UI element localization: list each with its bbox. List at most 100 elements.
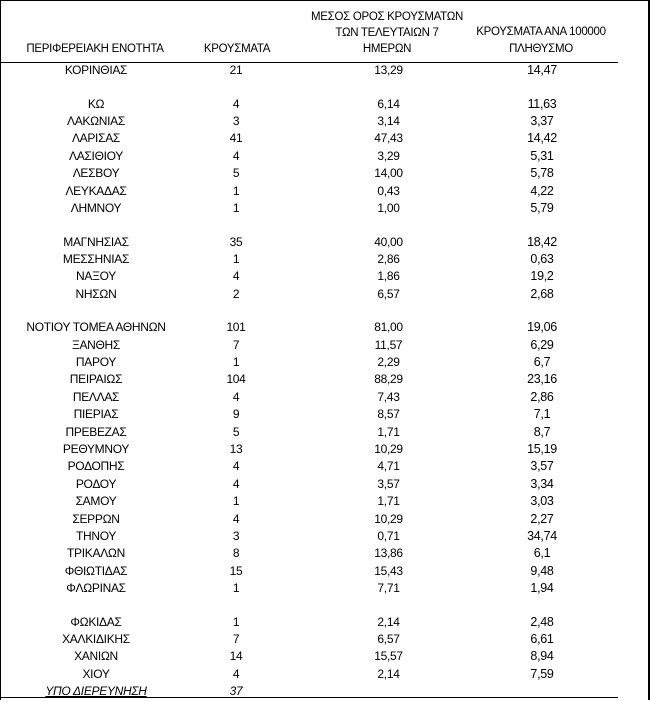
table-row: ΝΟΤΙΟΥ ΤΟΜΕΑ ΑΘΗΝΩΝ 101 81,00 19,06 <box>1 319 618 336</box>
table-row: ΛΕΥΚΑΔΑΣ 1 0,43 4,22 <box>1 183 618 200</box>
per100k-cell: 14,47 <box>527 63 557 77</box>
per100k-cell: 3,37 <box>530 113 554 128</box>
region-cell: ΝΟΤΙΟΥ ΤΟΜΕΑ ΑΘΗΝΩΝ <box>26 320 166 335</box>
cases-cell: 41 <box>229 131 243 146</box>
spacer <box>281 458 306 475</box>
per100k-cell: 6,7 <box>533 355 551 370</box>
cases-cell: 4 <box>232 389 240 404</box>
per100k-cell: 15,19 <box>527 441 557 456</box>
cases-cell: 1 <box>232 183 240 198</box>
cases-cell: 5 <box>232 424 240 439</box>
cases-cell: 9 <box>232 407 240 422</box>
per100k-cell: 2,27 <box>530 511 554 526</box>
avg-7day-cell: 2,29 <box>377 355 400 370</box>
region-cell: ΠΡΕΒΕΖΑΣ <box>65 424 127 439</box>
region-cell: ΛΕΣΒΟΥ <box>72 166 120 181</box>
avg-7day-cell: 6,57 <box>377 632 400 647</box>
table-row: ΡΕΘΥΜΝΟΥ 13 10,29 15,19 <box>1 441 618 458</box>
spacer <box>281 148 306 165</box>
per100k-cell: 14,42 <box>527 131 557 146</box>
region-cell: ΧΙΟΥ <box>82 666 110 681</box>
per100k-cell: 7,1 <box>533 407 551 422</box>
region-cell: ΠΕΙΡΑΙΩΣ <box>69 372 123 387</box>
region-cell: ΛΑΚΩΝΙΑΣ <box>66 113 126 128</box>
table-header: ΠΕΡΙΦΕΡΕΙΑΚΗ ΕΝΟΤΗΤΑ ΚΡΟΥΣΜΑΤΑ ΜΕΣΟΣ ΟΡΟ… <box>1 0 618 63</box>
spacer <box>281 130 306 147</box>
spacer <box>281 614 306 631</box>
table-row: ΛΗΜΝΟΥ 1 1,00 5,79 <box>1 200 618 217</box>
per100k-cell: 0,63 <box>530 251 554 266</box>
table-row: ΧΑΛΚΙΔΙΚΗΣ 7 6,57 6,61 <box>1 631 618 648</box>
table-row: ΦΩΚΙΔΑΣ 1 2,14 2,48 <box>1 614 618 631</box>
avg-7day-cell: 11,57 <box>374 337 403 352</box>
avg-7day-cell: 7,71 <box>377 581 400 596</box>
cases-cell: 15 <box>229 563 243 578</box>
blank-row <box>1 79 618 95</box>
spacer <box>281 268 306 285</box>
region-cell: ΝΗΣΩΝ <box>75 286 117 301</box>
avg-7day-cell: 0,43 <box>377 183 400 198</box>
region-cell: ΡΕΘΥΜΝΟΥ <box>62 441 130 456</box>
table-row: ΧΑΝΙΩΝ 14 15,57 8,94 <box>1 648 618 665</box>
table-row: ΝΗΣΩΝ 2 6,57 2,68 <box>1 286 618 303</box>
avg-7day-cell: 1,00 <box>377 200 400 215</box>
table-row: ΠΙΕΡΙΑΣ 9 8,57 7,1 <box>1 406 618 423</box>
spacer <box>281 666 306 683</box>
spacer <box>281 200 306 217</box>
avg-7day-cell: 1,86 <box>377 269 400 284</box>
avg-7day-cell <box>306 683 471 700</box>
per100k-cell: 1,94 <box>530 581 554 596</box>
spacer <box>281 113 306 130</box>
avg-7day-cell: 10,29 <box>374 511 403 526</box>
table-row: ΠΕΙΡΑΙΩΣ 104 88,29 23,16 <box>1 371 618 388</box>
avg-7day-cell: 3,14 <box>377 113 400 128</box>
avg-7day-cell: 15,57 <box>374 649 403 664</box>
cases-cell: 4 <box>232 666 240 681</box>
avg-7day-cell: 10,29 <box>374 441 403 456</box>
per100k-cell: 8,7 <box>533 424 551 439</box>
cases-cell: 1 <box>232 200 240 215</box>
spacer <box>281 389 306 406</box>
region-cell: ΥΠΟ ΔΙΕΡΕΥΝΗΣΗ <box>45 684 147 699</box>
avg-7day-cell: 13,86 <box>374 546 403 561</box>
spacer <box>281 286 306 303</box>
spacer <box>281 476 306 493</box>
per100k-cell: 34,74 <box>527 528 557 543</box>
spacer <box>281 234 306 251</box>
avg-7day-cell: 14,00 <box>374 166 403 181</box>
table-row: ΡΟΔΟΥ 4 3,57 3,34 <box>1 476 618 493</box>
spacer <box>281 563 306 580</box>
avg-7day-cell: 2,14 <box>377 614 400 629</box>
cases-cell: 1 <box>232 355 240 370</box>
table-row: ΠΕΛΛΑΣ 4 7,43 2,86 <box>1 389 618 406</box>
region-cell: ΣΕΡΡΩΝ <box>72 511 120 526</box>
cases-cell: 1 <box>232 251 240 266</box>
avg-7day-cell: 13,29 <box>374 63 403 77</box>
avg-7day-cell: 1,71 <box>377 494 400 509</box>
per100k-cell: 2,68 <box>530 286 554 301</box>
table-row: ΠΑΡΟΥ 1 2,29 6,7 <box>1 354 618 371</box>
spacer <box>281 319 306 336</box>
per100k-cell: 18,42 <box>527 234 557 249</box>
spacer <box>281 424 306 441</box>
table-row: ΚΩ 4 6,14 11,63 <box>1 96 618 113</box>
avg-7day-cell: 7,43 <box>377 389 400 404</box>
per100k-cell: 3,34 <box>530 476 554 491</box>
region-cell: ΦΘΙΩΤΙΔΑΣ <box>64 563 128 578</box>
per100k-cell: 11,63 <box>527 96 557 111</box>
table-row: ΦΛΩΡΙΝΑΣ 1 7,71 1,94 <box>1 580 618 597</box>
cases-cell: 13 <box>229 441 243 456</box>
table-row: ΥΠΟ ΔΙΕΡΕΥΝΗΣΗ 37 <box>1 683 618 700</box>
header-cases: ΚΡΟΥΣΜΑΤΑ <box>203 43 271 55</box>
blank-row <box>1 217 618 233</box>
spacer <box>281 493 306 510</box>
cases-cell: 21 <box>229 63 243 77</box>
region-cell: ΠΕΛΛΑΣ <box>72 389 120 404</box>
region-cell: ΠΑΡΟΥ <box>75 355 117 370</box>
region-cell: ΜΕΣΣΗΝΙΑΣ <box>62 251 130 266</box>
per100k-cell: 2,86 <box>530 389 554 404</box>
cases-cell: 4 <box>232 96 240 111</box>
spacer <box>281 354 306 371</box>
cases-cell: 4 <box>232 459 240 474</box>
spacer <box>281 441 306 458</box>
